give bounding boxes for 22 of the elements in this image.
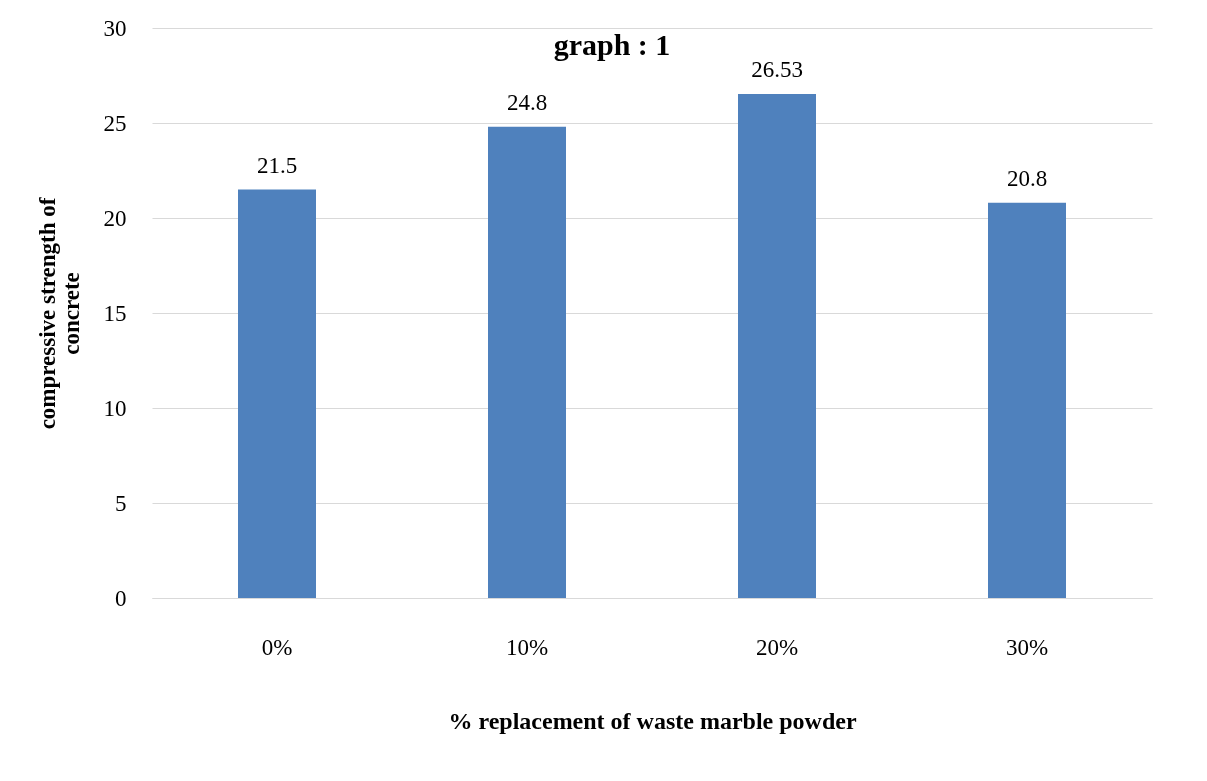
y-tick-label: 15	[103, 300, 127, 326]
bar	[488, 126, 566, 598]
y-tick-label: 0	[115, 585, 127, 611]
y-tick-label: 25	[103, 110, 127, 136]
y-tick-label: 5	[115, 490, 127, 516]
x-tick-label: 10%	[505, 634, 549, 660]
x-tick-label: 20%	[755, 634, 799, 660]
bar	[988, 202, 1066, 598]
x-tick-label: 0%	[261, 634, 293, 660]
chart-title: graph : 1	[553, 28, 671, 61]
y-tick-label: 20	[103, 205, 127, 231]
x-axis-title: % replacement of waste marble powder	[448, 707, 857, 734]
bar	[738, 93, 816, 598]
bar	[238, 189, 316, 598]
y-tick-label: 10	[103, 395, 127, 421]
x-tick-label: 30%	[1005, 634, 1049, 660]
y-axis-title: compressive strength of concrete	[34, 197, 84, 430]
data-label: 24.8	[506, 89, 548, 115]
data-label: 26.53	[751, 56, 803, 82]
data-label: 21.5	[256, 152, 298, 178]
y-tick-label: 30	[103, 15, 127, 41]
data-label: 20.8	[1006, 165, 1048, 191]
